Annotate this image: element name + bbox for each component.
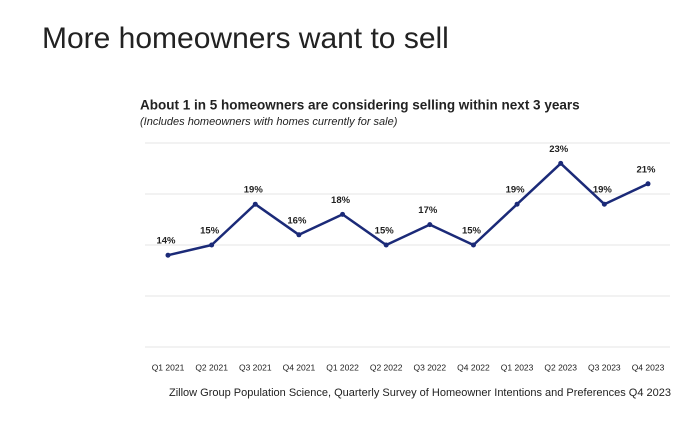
point [514, 201, 520, 207]
data-label: 16% [287, 215, 307, 226]
chart-subtitle: (Includes homeowners with homes currentl… [140, 116, 398, 128]
data-label: 19% [593, 185, 613, 196]
data-label: 15% [462, 226, 482, 237]
point [252, 201, 258, 207]
data-label: 14% [156, 236, 176, 247]
point [340, 211, 346, 217]
x-tick-label: Q2 2021 [195, 362, 228, 372]
heading: More homeowners want to sell [42, 22, 449, 55]
x-tick-label: Q1 2023 [501, 362, 534, 372]
point [558, 160, 564, 166]
point [383, 242, 389, 248]
x-tick-label: Q3 2021 [239, 362, 272, 372]
x-tick-label: Q3 2023 [588, 362, 621, 372]
point [165, 252, 171, 258]
data-label: 15% [375, 226, 395, 237]
x-tick-label: Q1 2022 [326, 362, 359, 372]
point [209, 242, 215, 248]
data-label: 15% [200, 226, 220, 237]
point [601, 201, 607, 207]
data-label: 21% [636, 164, 656, 175]
x-tick-label: Q3 2022 [414, 362, 447, 372]
data-label: 23% [549, 144, 569, 155]
data-label: 19% [506, 185, 526, 196]
x-tick-label: Q2 2022 [370, 362, 403, 372]
point [645, 181, 651, 187]
x-tick-label: Q4 2021 [283, 362, 316, 372]
point [296, 232, 302, 238]
x-tick-label: Q4 2022 [457, 362, 490, 372]
source: Zillow Group Population Science, Quarter… [169, 387, 671, 399]
data-label: 17% [418, 205, 438, 216]
chart-title: About 1 in 5 homeowners are considering … [140, 98, 580, 113]
x-tick-label: Q1 2021 [152, 362, 185, 372]
data-label: 18% [331, 195, 351, 206]
point [427, 222, 433, 228]
x-tick-label: Q4 2023 [632, 362, 665, 372]
line [167, 162, 649, 257]
x-tick-label: Q2 2023 [544, 362, 577, 372]
data-label: 19% [244, 185, 264, 196]
point [470, 242, 476, 248]
